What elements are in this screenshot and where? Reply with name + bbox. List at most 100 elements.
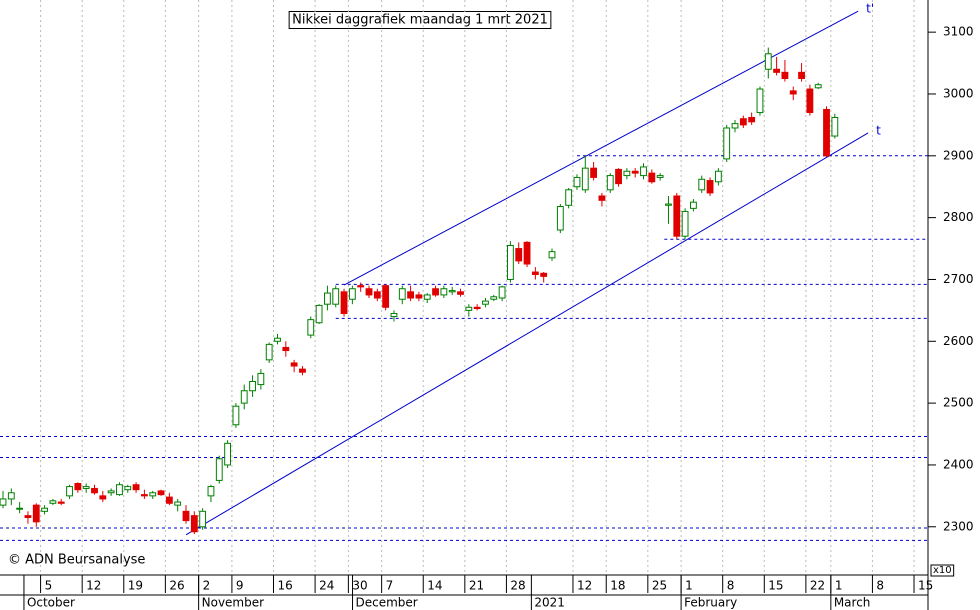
candle-body (723, 127, 731, 160)
candle-body (357, 285, 365, 288)
month-label: December (356, 596, 418, 610)
candle-body (573, 176, 581, 188)
x-tick-label: 22 (810, 579, 825, 593)
candle-body (41, 507, 48, 512)
candle-body (7, 492, 15, 500)
x-tick-label: 24 (319, 579, 334, 593)
candle-body (548, 251, 556, 259)
candle-body (590, 167, 598, 178)
month-label: November (202, 596, 264, 610)
candle-body (382, 285, 390, 308)
candle-body (789, 90, 797, 95)
candle-body (307, 319, 315, 336)
candle-body (207, 486, 215, 497)
candle-body (348, 288, 356, 300)
candle-body (598, 195, 606, 201)
candle-body (523, 241, 531, 265)
candle-body (274, 337, 281, 342)
candle-body (190, 515, 198, 533)
candle-body (240, 390, 248, 404)
candle-body (440, 288, 448, 296)
candle-body (623, 170, 631, 177)
candle-body (631, 170, 639, 174)
candle-body (490, 296, 498, 300)
candle-body (482, 300, 489, 305)
x-tick-label: 1 (685, 579, 693, 593)
x-tick-label: 12 (577, 579, 592, 593)
x-tick-label: 28 (510, 579, 525, 593)
x-tick-label: 8 (876, 579, 884, 593)
candle-body (249, 380, 256, 392)
candle-body (398, 288, 406, 300)
candle-body (515, 248, 523, 262)
candle-body (714, 170, 722, 183)
trend-label: t (876, 123, 881, 137)
y-tick-label: 3100 (943, 25, 974, 39)
y-scale-note: x10 (933, 565, 952, 576)
y-tick-label: 3000 (943, 86, 974, 100)
candle-body (673, 195, 681, 237)
y-tick-label: 2600 (943, 334, 974, 348)
candle-body (57, 501, 65, 504)
x-tick-label: 2 (203, 579, 211, 593)
x-tick-label: 21 (469, 579, 484, 593)
candle-body (157, 490, 165, 496)
candle-body (415, 294, 423, 299)
x-tick-label: 15 (918, 579, 933, 593)
candle-body (124, 486, 132, 491)
candle-body (739, 118, 747, 126)
candle-body (332, 288, 340, 305)
x-tick-label: 12 (86, 579, 101, 593)
candle-body (531, 271, 539, 276)
x-tick-label: 1 (835, 579, 843, 593)
candle-body (49, 500, 57, 504)
x-tick-label: 30 (352, 579, 367, 593)
candle-body (140, 494, 148, 497)
candle-body (606, 175, 614, 191)
candle-body (324, 292, 331, 305)
candle-body (698, 178, 706, 191)
candle-body (174, 501, 182, 506)
candle-body (756, 88, 764, 114)
candle-body (764, 53, 772, 70)
candle-body (224, 442, 232, 466)
candle-body (798, 71, 805, 80)
copyright: © ADN Beursanalyse (8, 553, 145, 568)
candle-body (74, 482, 82, 491)
candle-body (465, 306, 473, 311)
candle-body (132, 484, 140, 491)
y-tick-label: 2300 (943, 519, 974, 533)
candle-body (648, 172, 656, 183)
candle-body (615, 168, 622, 185)
candle-body (165, 496, 173, 504)
candle-body (690, 201, 697, 209)
candle-body (199, 510, 207, 528)
candle-body (540, 272, 548, 277)
candle-body (390, 312, 398, 318)
x-tick-label: 26 (169, 579, 184, 593)
candle-body (773, 68, 781, 73)
candle-body (565, 189, 573, 206)
x-tick-label: 9 (236, 579, 244, 593)
candle-body (32, 504, 40, 523)
candle-body (423, 294, 431, 300)
x-tick-label: 5 (45, 579, 53, 593)
candle-body (731, 123, 739, 129)
candle-body (99, 495, 107, 500)
candle-body (507, 244, 514, 280)
y-tick-label: 2700 (943, 272, 974, 286)
candle-body (182, 510, 190, 522)
candle-body (781, 71, 789, 80)
x-tick-label: 19 (128, 579, 143, 593)
candle-body (656, 175, 664, 178)
trend-line (343, 10, 859, 286)
candle-body (640, 166, 647, 177)
month-label: 2021 (534, 596, 565, 610)
candle-body (91, 487, 98, 494)
candle-body (299, 368, 306, 373)
candle-body (82, 486, 90, 489)
candle-body (831, 116, 839, 137)
y-tick-label: 2500 (943, 396, 974, 410)
